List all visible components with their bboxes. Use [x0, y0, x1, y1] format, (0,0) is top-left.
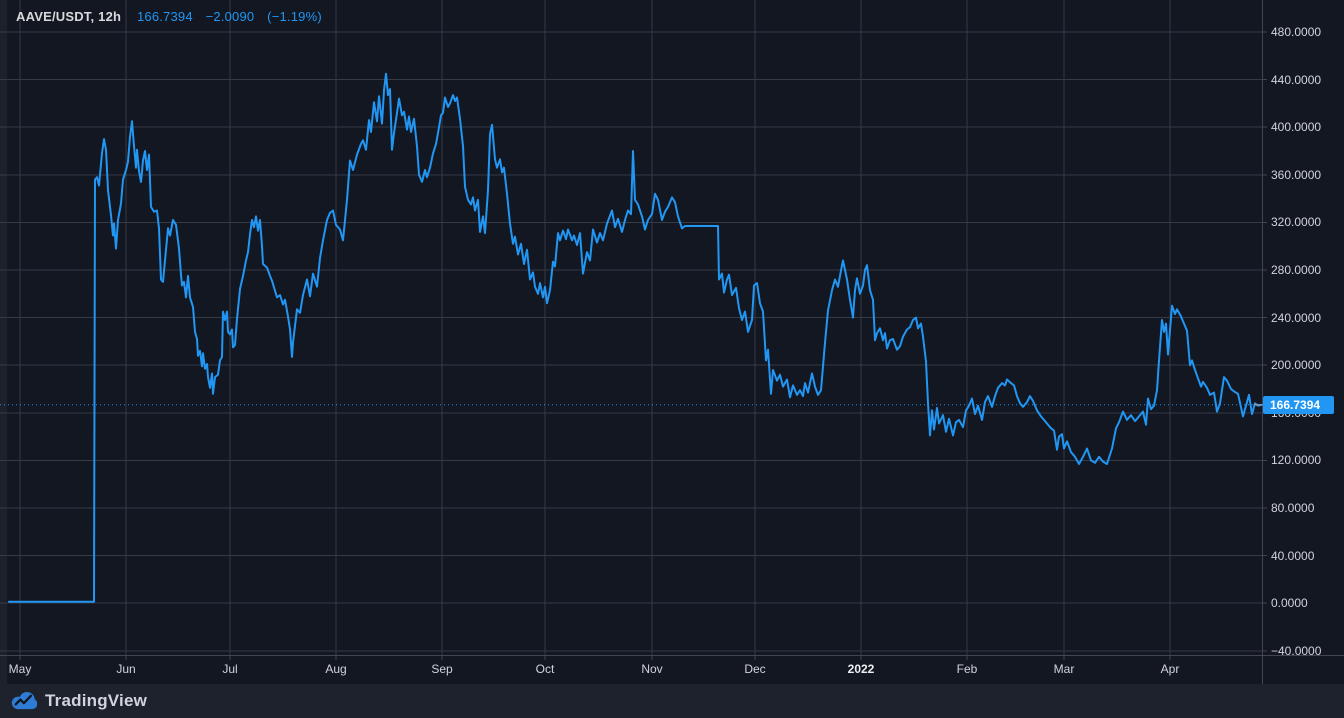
symbol-legend: AAVE/USDT, 12h 166.7394 −2.0090 (−1.19%)	[16, 9, 322, 24]
price-axis-label: 120.0000	[1271, 453, 1322, 467]
price-axis-label: 360.0000	[1271, 168, 1322, 182]
time-axis-label: Oct	[535, 662, 555, 676]
time-axis-label: 2022	[847, 662, 875, 676]
price-axis[interactable]: 480.0000 440.0000 400.0000 360.0000 320.0000…	[1263, 0, 1344, 658]
time-axis-label: Aug	[325, 662, 347, 676]
price-axis-label: 320.0000	[1271, 215, 1322, 229]
price-axis-label: 440.0000	[1271, 73, 1322, 87]
time-axis-label: Feb	[956, 662, 978, 676]
legend-change: −2.0090	[205, 9, 255, 24]
time-axis-label: Apr	[1160, 662, 1180, 676]
tradingview-logo-icon[interactable]	[10, 691, 37, 711]
time-axis-label: Dec	[744, 662, 766, 676]
price-axis-label: 480.0000	[1271, 25, 1322, 39]
time-axis-label: Sep	[431, 662, 453, 676]
time-axis-label: Jun	[116, 662, 136, 676]
tradingview-brand-text[interactable]: TradingView	[45, 691, 148, 710]
time-axis-label: May	[8, 662, 32, 676]
price-axis-label: 280.0000	[1271, 263, 1322, 277]
time-axis[interactable]: May Jun Jul Aug Sep Oct Nov Dec 2022 Feb Mar Apr	[0, 656, 1344, 684]
price-axis-label: 0.0000	[1271, 596, 1308, 610]
last-price-badge: 166.7394	[1263, 396, 1334, 414]
price-axis-label: 40.0000	[1271, 549, 1315, 563]
time-axis-label: Jul	[222, 662, 238, 676]
symbol-interval-label[interactable]: AAVE/USDT, 12h	[16, 9, 122, 24]
price-axis-label: 200.0000	[1271, 358, 1322, 372]
time-axis-label: Mar	[1053, 662, 1075, 676]
price-axis-label: 400.0000	[1271, 120, 1322, 134]
price-axis-label: 240.0000	[1271, 311, 1322, 325]
footer-bar: TradingView	[0, 684, 1344, 718]
legend-last-price: 166.7394	[136, 9, 193, 24]
time-axis-label: Nov	[641, 662, 663, 676]
price-axis-label: 80.0000	[1271, 501, 1315, 515]
price-line-series	[8, 72, 1263, 603]
legend-change-percent: (−1.19%)	[267, 9, 322, 24]
left-pane-strip	[0, 0, 7, 684]
price-axis-label: −40.0000	[1271, 644, 1322, 658]
